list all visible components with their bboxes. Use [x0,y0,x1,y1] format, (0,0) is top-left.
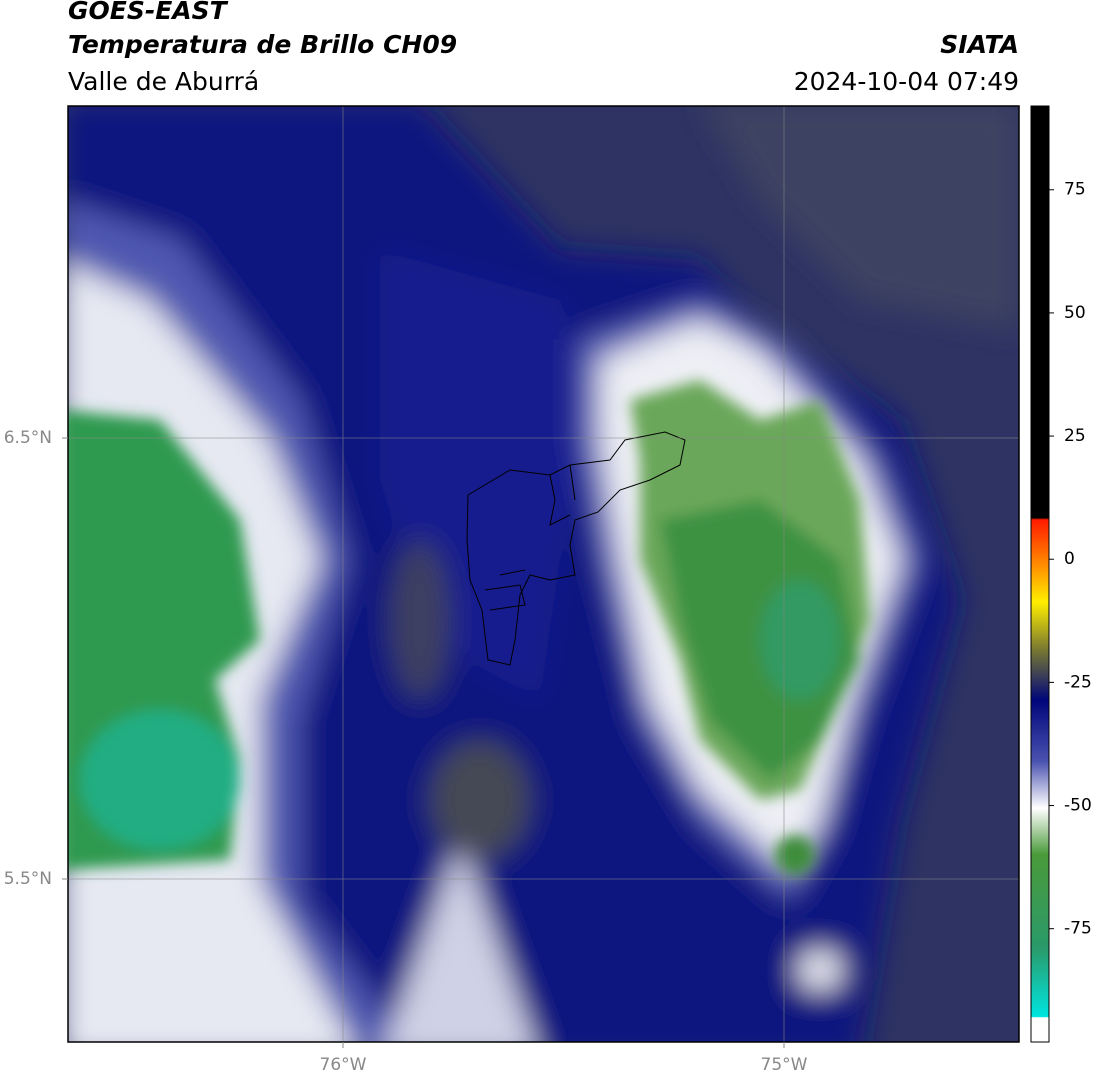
colorbar [1030,105,1050,1043]
colorbar-tick-label: -75 [1064,919,1092,939]
subtitle: Temperatura de Brillo CH09 [68,30,457,59]
lon-label: 76°W [320,1055,367,1075]
datetime: 2024-10-04 07:49 [794,67,1019,96]
map-frame [67,105,1020,1043]
lon-label: 75°W [761,1055,808,1075]
colorbar-tick-label: 0 [1064,549,1075,569]
colorbar-tick-label: -50 [1064,796,1092,816]
colorbar-tick-label: -25 [1064,672,1092,692]
title: GOES-EAST [68,0,229,25]
colorbar-tick-label: 75 [1064,180,1086,200]
colorbar-tick-label: 25 [1064,426,1086,446]
colorbar-tick-label: 50 [1064,303,1086,323]
municipal-boundaries [466,431,686,666]
lat-label: 6.5°N [4,428,52,448]
lat-label: 5.5°N [4,869,52,889]
graticule [68,106,1019,1042]
satellite-image [68,106,1019,1042]
source: SIATA [940,30,1019,59]
region: Valle de Aburrá [68,67,259,96]
